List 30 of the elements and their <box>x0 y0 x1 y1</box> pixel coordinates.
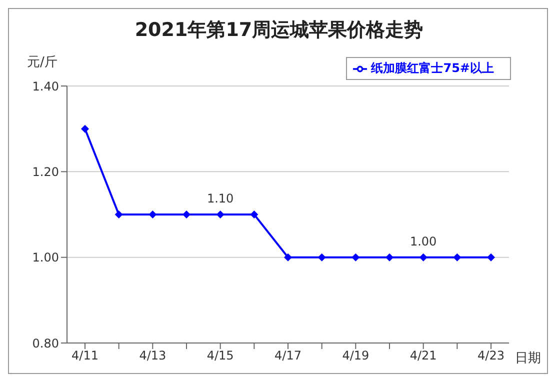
y-tick-label: 1.20 <box>32 164 59 179</box>
point <box>453 253 462 262</box>
x-axis-title: 日期 <box>515 350 541 367</box>
x-tick-label: 4/17 <box>274 348 302 363</box>
y-tick-label: 1.00 <box>32 250 59 265</box>
point <box>419 253 428 262</box>
x-tick-label: 4/23 <box>478 348 504 363</box>
point <box>182 210 190 218</box>
point <box>114 210 123 218</box>
legend-label: 纸加膜红富士75#以上 <box>371 61 494 75</box>
point <box>386 253 394 262</box>
x-tick-label: 4/19 <box>342 348 370 363</box>
annotation: 1.10 <box>206 192 234 206</box>
annotation: 1.00 <box>410 234 437 248</box>
y-tick-label: 1.40 <box>32 79 59 94</box>
point <box>318 253 326 262</box>
x-tick-label: 4/21 <box>410 348 437 363</box>
point <box>148 210 157 218</box>
x-tick-label: 4/15 <box>206 348 234 363</box>
point <box>284 253 292 262</box>
chart-title: 2021年第17周运城苹果价格走势 <box>134 18 424 43</box>
point <box>352 253 360 262</box>
x-tick-label: 4/13 <box>139 348 166 363</box>
point <box>81 124 89 133</box>
y-tick-label: 0.80 <box>32 336 59 350</box>
point <box>487 253 495 262</box>
x-tick-label: 4/11 <box>72 348 98 363</box>
point <box>250 210 258 218</box>
point <box>216 210 224 218</box>
y-axis-title: 元/斤 <box>27 54 58 71</box>
